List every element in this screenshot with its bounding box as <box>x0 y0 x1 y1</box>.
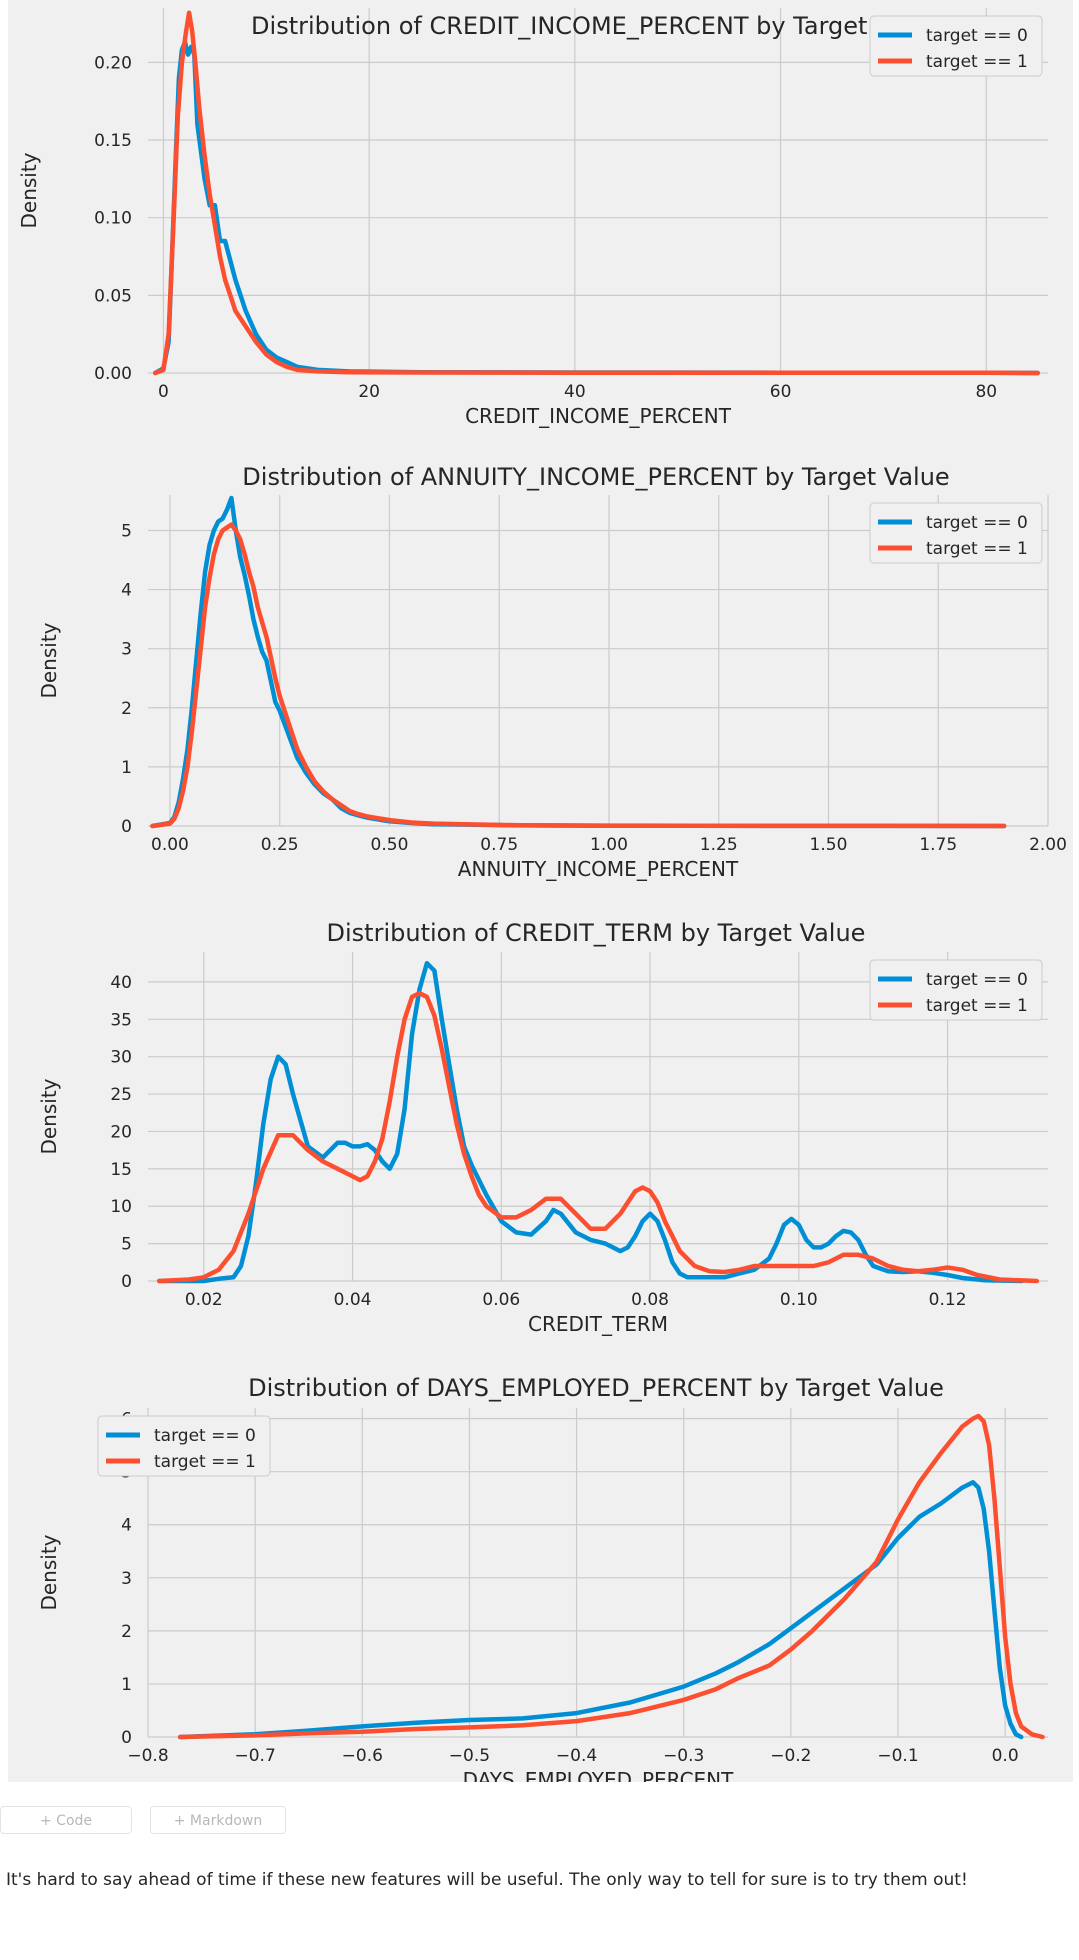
markdown-text: It's hard to say ahead of time if these … <box>6 1870 968 1890</box>
y-tick-label: 2 <box>121 699 132 719</box>
x-axis-label: CREDIT_INCOME_PERCENT <box>465 404 732 428</box>
x-tick-label: 1.75 <box>919 835 957 855</box>
y-axis-label: Density <box>37 1078 61 1154</box>
y-tick-label: 3 <box>121 1569 132 1589</box>
x-tick-label: 40 <box>564 382 586 402</box>
legend-label: target == 1 <box>926 539 1028 559</box>
x-tick-label: 0.08 <box>631 1290 669 1310</box>
chart-title: Distribution of DAYS_EMPLOYED_PERCENT by… <box>248 1374 944 1402</box>
series-line <box>177 1413 1045 1740</box>
legend-label: target == 0 <box>926 26 1028 46</box>
legend-label: target == 0 <box>154 1426 256 1446</box>
x-tick-label: 0.50 <box>371 835 409 855</box>
chart-title: Distribution of CREDIT_INCOME_PERCENT by… <box>251 12 941 40</box>
legend-box <box>869 15 1043 77</box>
x-tick-label: 0.0 <box>992 1746 1019 1766</box>
y-tick-label: 35 <box>110 1010 132 1030</box>
legend: target == 0 target == 1 <box>97 1415 271 1477</box>
x-tick-label: 0.06 <box>482 1290 520 1310</box>
x-axis-label: CREDIT_TERM <box>528 1312 668 1336</box>
y-tick-label: 1 <box>121 1675 132 1695</box>
x-tick-label: 0 <box>158 382 169 402</box>
legend-box <box>869 959 1043 1021</box>
y-tick-label: 4 <box>121 1516 132 1536</box>
x-tick-label: 60 <box>770 382 792 402</box>
x-tick-label: 1.25 <box>700 835 738 855</box>
legend-label: target == 1 <box>926 996 1028 1016</box>
y-axis-label: Density <box>37 622 61 698</box>
x-tick-label: 2.00 <box>1029 835 1067 855</box>
y-tick-label: 0.20 <box>94 53 132 73</box>
y-axis-label: Density <box>37 1534 61 1610</box>
y-tick-label: 0 <box>121 1728 132 1748</box>
y-tick-label: 5 <box>121 521 132 541</box>
y-tick-label: 4 <box>121 581 132 601</box>
figure-background <box>8 0 1073 1782</box>
chart-title: Distribution of CREDIT_TERM by Target Va… <box>327 919 866 947</box>
x-tick-label: −0.5 <box>449 1746 490 1766</box>
y-tick-label: 0.05 <box>94 286 132 306</box>
legend-label: target == 0 <box>926 970 1028 990</box>
chart-title: Distribution of ANNUITY_INCOME_PERCENT b… <box>242 463 949 491</box>
x-tick-label: 0.04 <box>334 1290 372 1310</box>
y-tick-label: 0 <box>121 817 132 837</box>
x-axis-label: DAYS_EMPLOYED_PERCENT <box>463 1768 735 1782</box>
x-tick-label: 0.75 <box>480 835 518 855</box>
x-tick-label: −0.3 <box>663 1746 704 1766</box>
kde-figure: 0 20 40 60 800.000.050.100.150.20Distributio… <box>8 0 1073 1782</box>
series-line <box>156 960 1025 1284</box>
y-tick-label: 15 <box>110 1160 132 1180</box>
legend-label: target == 1 <box>154 1452 256 1472</box>
x-tick-label: 1.00 <box>590 835 628 855</box>
legend: target == 0 target == 1 <box>869 15 1043 77</box>
legend: target == 0 target == 1 <box>869 959 1043 1021</box>
legend-label: target == 0 <box>926 513 1028 533</box>
y-tick-label: 20 <box>110 1122 132 1142</box>
x-tick-label: −0.2 <box>770 1746 811 1766</box>
x-tick-label: 0.10 <box>780 1290 818 1310</box>
y-tick-label: 0.00 <box>94 364 132 384</box>
y-tick-label: 0.15 <box>94 131 132 151</box>
y-tick-label: 10 <box>110 1197 132 1217</box>
y-tick-label: 0 <box>121 1272 132 1292</box>
x-tick-label: −0.6 <box>342 1746 383 1766</box>
x-tick-label: 0.00 <box>151 835 189 855</box>
legend-box <box>97 1415 271 1477</box>
chart-4: −0.8 −0.7 −0.6 −0.5 −0.4 −0.3 −0.2 −0.1 0.0 0 1 2 3 4… <box>37 1374 1048 1782</box>
legend: target == 0 target == 1 <box>869 502 1043 564</box>
chart-1: 0 20 40 60 80 0.00 0.05 0.10 0.15 0.20 Distributio… <box>17 8 1048 428</box>
y-axis-label: Density <box>17 152 41 228</box>
y-tick-label: 0.10 <box>94 209 132 229</box>
y-tick-label: 30 <box>110 1048 132 1068</box>
chart-2: 0.00 0.25 0.50 0.75 1.00 1.25 1.50 1.75 2.00 0 1 2 3… <box>37 463 1067 881</box>
series-line <box>177 1480 1024 1740</box>
chart-3: 0.02 0.04 0.06 0.08 0.10 0.12 0 5 10 15 20 25 30 35 40… <box>37 919 1048 1336</box>
legend-box <box>869 502 1043 564</box>
x-tick-label: 80 <box>975 382 997 402</box>
x-tick-label: −0.7 <box>235 1746 276 1766</box>
x-tick-label: 0.12 <box>929 1290 967 1310</box>
add-code-button[interactable]: + Code <box>0 1806 132 1834</box>
legend-label: target == 1 <box>926 52 1028 72</box>
x-axis-label: ANNUITY_INCOME_PERCENT <box>458 857 739 881</box>
y-tick-label: 5 <box>121 1235 132 1255</box>
y-tick-label: 25 <box>110 1085 132 1105</box>
x-tick-label: −0.1 <box>877 1746 918 1766</box>
y-tick-label: 1 <box>121 758 132 778</box>
x-tick-label: 0.02 <box>185 1290 223 1310</box>
x-tick-label: −0.4 <box>556 1746 597 1766</box>
x-tick-label: 1.50 <box>810 835 848 855</box>
series-line <box>156 990 1040 1284</box>
series-line <box>150 522 1007 829</box>
y-tick-label: 40 <box>110 973 132 993</box>
x-tick-label: 20 <box>358 382 380 402</box>
y-tick-label: 2 <box>121 1622 132 1642</box>
x-tick-label: 0.25 <box>261 835 299 855</box>
series-line <box>152 10 1040 376</box>
add-markdown-button[interactable]: + Markdown <box>150 1806 286 1834</box>
x-tick-label: −0.8 <box>127 1746 168 1766</box>
y-tick-label: 3 <box>121 640 132 660</box>
